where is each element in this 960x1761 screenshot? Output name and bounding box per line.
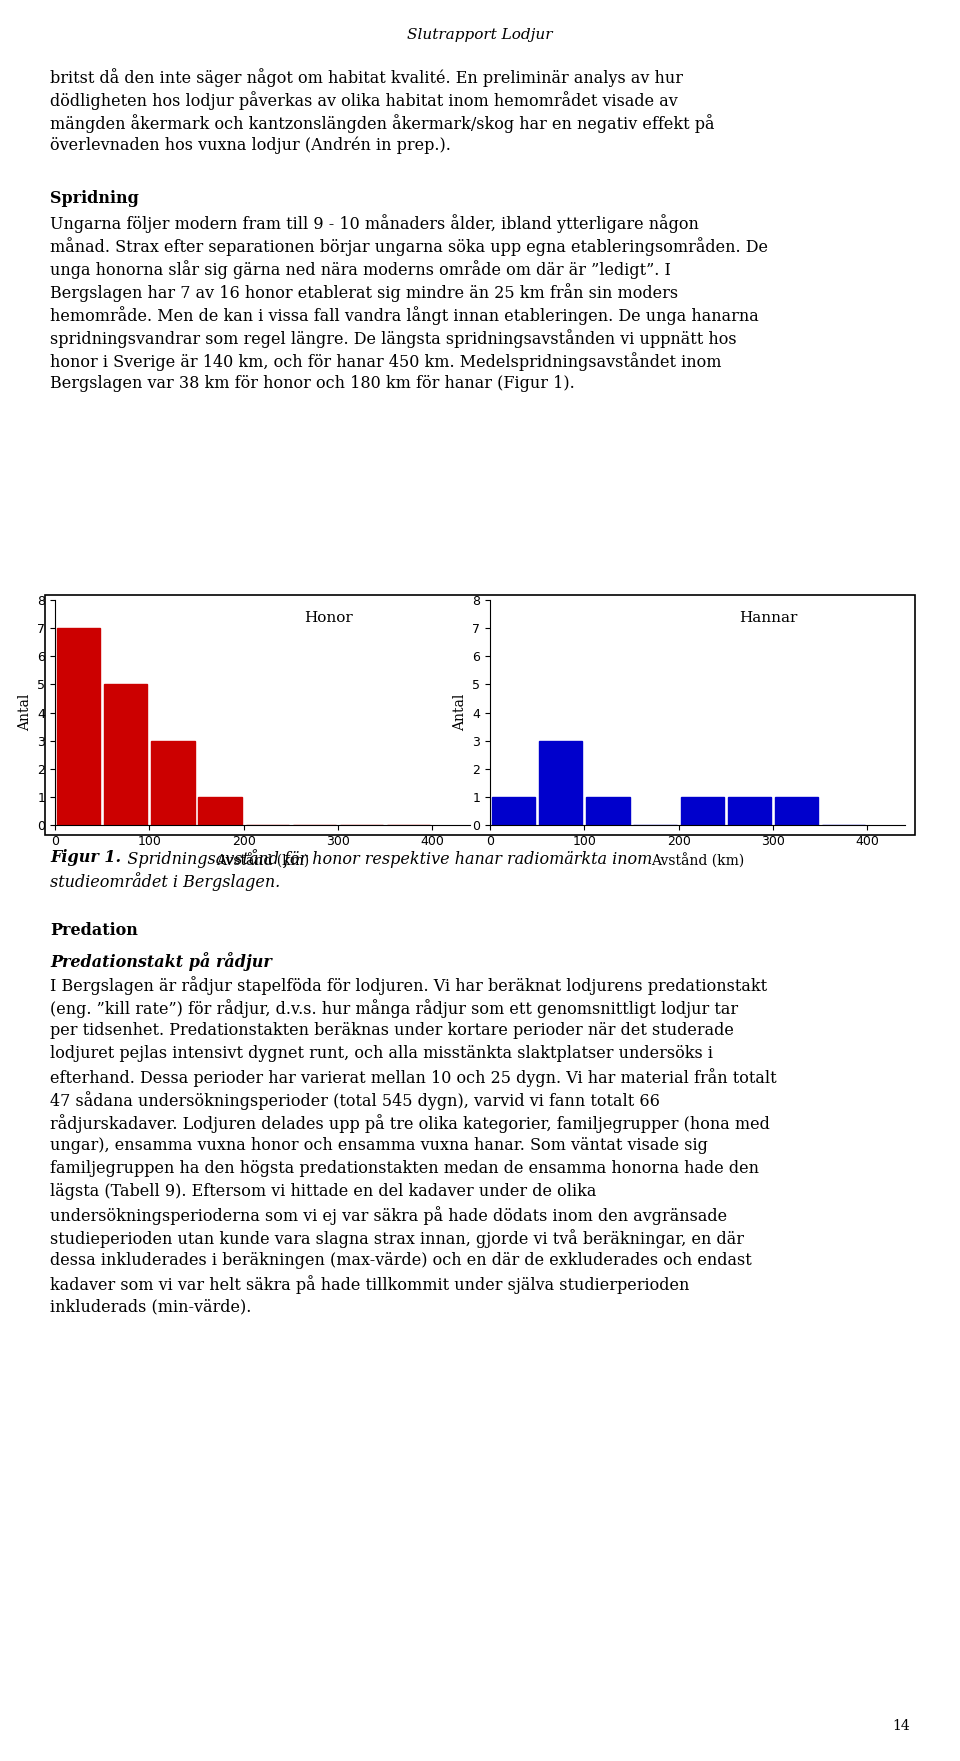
Text: kadaver som vi var helt säkra på hade tillkommit under själva studierperioden: kadaver som vi var helt säkra på hade ti… — [50, 1275, 689, 1294]
Text: (eng. ”kill rate”) för rådjur, d.v.s. hur många rådjur som ett genomsnittligt lo: (eng. ”kill rate”) för rådjur, d.v.s. hu… — [50, 998, 738, 1018]
Bar — [728, 798, 771, 824]
Text: studieperioden utan kunde vara slagna strax innan, gjorde vi två beräkningar, en: studieperioden utan kunde vara slagna st… — [50, 1229, 744, 1249]
Text: överlevnaden hos vuxna lodjur (Andrén in prep.).: överlevnaden hos vuxna lodjur (Andrén in… — [50, 137, 451, 155]
Y-axis label: Antal: Antal — [453, 694, 467, 731]
Text: lodjuret pejlas intensivt dygnet runt, och alla misstänkta slaktplatser undersök: lodjuret pejlas intensivt dygnet runt, o… — [50, 1044, 713, 1062]
Text: Hannar: Hannar — [739, 611, 798, 625]
Text: Figur 1.: Figur 1. — [50, 849, 121, 866]
Text: Predationstakt på rådjur: Predationstakt på rådjur — [50, 953, 272, 970]
Bar — [152, 741, 195, 824]
X-axis label: Avstånd (km): Avstånd (km) — [216, 854, 309, 868]
Text: Honor: Honor — [304, 611, 352, 625]
Bar — [681, 798, 724, 824]
Bar — [45, 595, 915, 835]
Bar — [57, 629, 100, 824]
Text: 47 sådana undersökningsperioder (total 545 dygn), varvid vi fann totalt 66: 47 sådana undersökningsperioder (total 5… — [50, 1092, 660, 1109]
Bar — [587, 798, 630, 824]
Text: 14: 14 — [892, 1719, 910, 1733]
Text: Slutrapport Lodjur: Slutrapport Lodjur — [407, 28, 553, 42]
Text: rådjurskadaver. Lodjuren delades upp på tre olika kategorier, familjegrupper (ho: rådjurskadaver. Lodjuren delades upp på … — [50, 1115, 770, 1132]
Bar — [540, 741, 583, 824]
Text: Spridningsavstånd för honor respektive hanar radiomärkta inom: Spridningsavstånd för honor respektive h… — [112, 849, 652, 868]
Text: Ungarna följer modern fram till 9 - 10 månaders ålder, ibland ytterligare någon: Ungarna följer modern fram till 9 - 10 m… — [50, 215, 699, 232]
Text: inkluderads (min-värde).: inkluderads (min-värde). — [50, 1298, 252, 1315]
Bar — [104, 685, 148, 824]
Text: Bergslagen var 38 km för honor och 180 km för hanar (Figur 1).: Bergslagen var 38 km för honor och 180 k… — [50, 375, 575, 393]
Text: familjegruppen ha den högsta predationstakten medan de ensamma honorna hade den: familjegruppen ha den högsta predationst… — [50, 1160, 759, 1176]
Text: spridningsvandrar som regel längre. De längsta spridningsavstånden vi uppnätt ho: spridningsvandrar som regel längre. De l… — [50, 329, 736, 349]
Text: I Bergslagen är rådjur stapelföda för lodjuren. Vi har beräknat lodjurens predat: I Bergslagen är rådjur stapelföda för lo… — [50, 976, 767, 995]
Text: undersökningsperioderna som vi ej var säkra på hade dödats inom den avgränsade: undersökningsperioderna som vi ej var sä… — [50, 1206, 727, 1226]
Text: Bergslagen har 7 av 16 honor etablerat sig mindre än 25 km från sin moders: Bergslagen har 7 av 16 honor etablerat s… — [50, 284, 678, 301]
Text: honor i Sverige är 140 km, och för hanar 450 km. Medelspridningsavståndet inom: honor i Sverige är 140 km, och för hanar… — [50, 352, 722, 372]
Text: unga honorna slår sig gärna ned nära moderns område om där är ”ledigt”. I: unga honorna slår sig gärna ned nära mod… — [50, 261, 671, 278]
Text: hemområde. Men de kan i vissa fall vandra långt innan etableringen. De unga hana: hemområde. Men de kan i vissa fall vandr… — [50, 306, 758, 326]
Text: dessa inkluderades i beräkningen (max-värde) och en där de exkluderades och enda: dessa inkluderades i beräkningen (max-vä… — [50, 1252, 752, 1270]
Bar — [492, 798, 536, 824]
Text: lägsta (Tabell 9). Eftersom vi hittade en del kadaver under de olika: lägsta (Tabell 9). Eftersom vi hittade e… — [50, 1183, 596, 1199]
Text: britst då den inte säger något om habitat kvalité. En preliminär analys av hur: britst då den inte säger något om habita… — [50, 69, 683, 86]
X-axis label: Avstånd (km): Avstånd (km) — [651, 854, 744, 868]
Text: dödligheten hos lodjur påverkas av olika habitat inom hemområdet visade av: dödligheten hos lodjur påverkas av olika… — [50, 92, 678, 109]
Text: mängden åkermark och kantzonslängden åkermark/skog har en negativ effekt på: mängden åkermark och kantzonslängden åke… — [50, 114, 714, 132]
Bar — [199, 798, 242, 824]
Text: per tidsenhet. Predationstakten beräknas under kortare perioder när det studerad: per tidsenhet. Predationstakten beräknas… — [50, 1021, 733, 1039]
Y-axis label: Antal: Antal — [17, 694, 32, 731]
Text: studieområdet i Bergslagen.: studieområdet i Bergslagen. — [50, 872, 280, 891]
Text: efterhand. Dessa perioder har varierat mellan 10 och 25 dygn. Vi har material fr: efterhand. Dessa perioder har varierat m… — [50, 1067, 777, 1087]
Text: Spridning: Spridning — [50, 190, 139, 208]
Bar — [775, 798, 818, 824]
Text: ungar), ensamma vuxna honor och ensamma vuxna hanar. Som väntat visade sig: ungar), ensamma vuxna honor och ensamma … — [50, 1138, 708, 1153]
Text: månad. Strax efter separationen börjar ungarna söka upp egna etableringsområden.: månad. Strax efter separationen börjar u… — [50, 238, 768, 255]
Text: Predation: Predation — [50, 923, 138, 939]
